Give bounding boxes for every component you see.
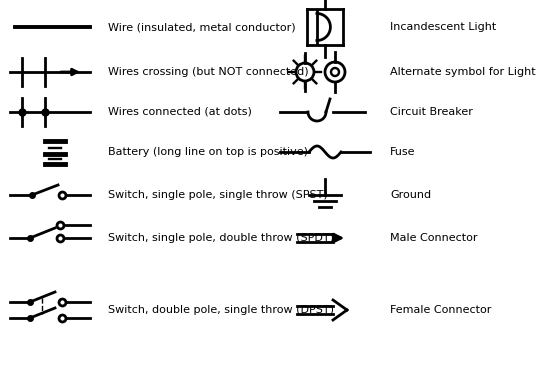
Text: Alternate symbol for Light: Alternate symbol for Light (390, 67, 536, 77)
Text: Fuse: Fuse (390, 147, 416, 157)
Text: Battery (long line on top is positive): Battery (long line on top is positive) (108, 147, 308, 157)
Text: Incandescent Light: Incandescent Light (390, 22, 496, 32)
Text: Circuit Breaker: Circuit Breaker (390, 107, 473, 117)
Text: Male Connector: Male Connector (390, 233, 477, 243)
Text: Female Connector: Female Connector (390, 305, 491, 315)
Text: Switch, double pole, single throw (DPST): Switch, double pole, single throw (DPST) (108, 305, 334, 315)
Text: Wires connected (at dots): Wires connected (at dots) (108, 107, 252, 117)
Text: Wires crossing (but NOT connected): Wires crossing (but NOT connected) (108, 67, 309, 77)
Text: Ground: Ground (390, 190, 431, 200)
Text: Switch, single pole, double throw (SPDT): Switch, single pole, double throw (SPDT) (108, 233, 334, 243)
Text: Wire (insulated, metal conductor): Wire (insulated, metal conductor) (108, 22, 296, 32)
Text: Switch, single pole, single throw (SPST): Switch, single pole, single throw (SPST) (108, 190, 328, 200)
